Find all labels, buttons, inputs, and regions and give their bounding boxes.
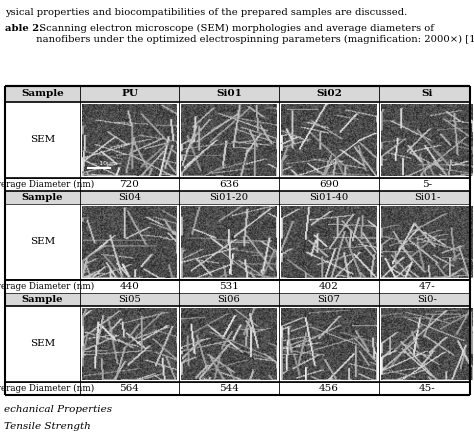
Text: Average Diameter (nm): Average Diameter (nm)	[0, 384, 95, 393]
Text: 456: 456	[319, 384, 339, 393]
Text: — 10μm: — 10μm	[91, 161, 117, 166]
Text: 47-: 47-	[419, 282, 436, 291]
Text: 440: 440	[119, 282, 139, 291]
Text: Si04: Si04	[118, 193, 141, 202]
Text: 402: 402	[319, 282, 339, 291]
Text: Average Diameter (nm): Average Diameter (nm)	[0, 282, 95, 291]
Bar	[5, 86, 470, 102]
Text: 690: 690	[319, 180, 339, 189]
Text: 636: 636	[219, 180, 239, 189]
Text: Si01: Si01	[216, 90, 242, 99]
Text: 5-: 5-	[422, 180, 432, 189]
Text: Sample: Sample	[21, 90, 64, 99]
Text: Average Diameter (nm): Average Diameter (nm)	[0, 180, 95, 189]
Text: Si05: Si05	[118, 295, 141, 304]
Text: able 2.: able 2.	[5, 24, 43, 33]
Bar	[5, 293, 470, 306]
Text: SEM: SEM	[30, 339, 55, 348]
Text: Si0-: Si0-	[417, 295, 437, 304]
Text: echanical Properties: echanical Properties	[4, 405, 112, 414]
Text: Si: Si	[421, 90, 433, 99]
Text: SEM: SEM	[30, 136, 55, 145]
Text: Sample: Sample	[22, 295, 63, 304]
Text: SEM: SEM	[30, 238, 55, 247]
Bar	[5, 191, 470, 204]
Text: 45-: 45-	[419, 384, 436, 393]
Text: Tensile Strength: Tensile Strength	[4, 422, 91, 431]
Text: ysical properties and biocompatibilities of the prepared samples are discussed.: ysical properties and biocompatibilities…	[5, 8, 407, 17]
Text: Si01-40: Si01-40	[310, 193, 348, 202]
Text: Si07: Si07	[318, 295, 340, 304]
Text: Si01-20: Si01-20	[210, 193, 248, 202]
Text: 531: 531	[219, 282, 239, 291]
Text: 564: 564	[119, 384, 139, 393]
Text: Scanning electron microscope (SEM) morphologies and average diameters of
 nanofi: Scanning electron microscope (SEM) morph…	[33, 24, 474, 44]
Text: PU: PU	[121, 90, 138, 99]
Text: Si06: Si06	[218, 295, 240, 304]
Text: Sample: Sample	[22, 193, 63, 202]
Text: Si02: Si02	[316, 90, 342, 99]
Text: 720: 720	[119, 180, 139, 189]
Text: 544: 544	[219, 384, 239, 393]
Text: Si01-: Si01-	[414, 193, 440, 202]
